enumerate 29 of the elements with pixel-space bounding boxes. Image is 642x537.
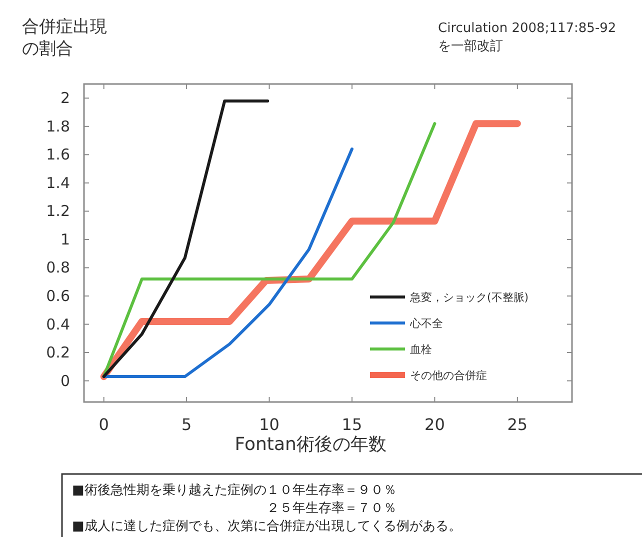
x-tick-label: 5: [181, 415, 192, 434]
x-tick-label: 0: [98, 415, 109, 434]
y-tick-label: 1.8: [46, 117, 70, 136]
y-tick-label: 1.2: [46, 202, 70, 220]
text: Circulation 2008;117:85-92 を一部改訂: [438, 21, 616, 54]
y-tick-label: 1: [60, 230, 70, 248]
text: ■成人に達した症例でも、次第に合併症が出現してくる例がある。: [72, 519, 462, 534]
x-tick-label: 10: [259, 415, 280, 434]
x-axis-title: Fontan術後の年数: [234, 434, 386, 455]
y-tick-label: 1.6: [46, 146, 70, 164]
legend-label: その他の合併症: [410, 369, 487, 382]
y-tick-label: 2: [60, 89, 70, 108]
x-tick-label: 25: [507, 415, 528, 434]
x-tick-label: 20: [424, 415, 445, 434]
legend-label: 急変，ショック(不整脈): [409, 291, 529, 304]
y-tick-label: 0.8: [46, 258, 70, 277]
y-tick-label: 0.4: [46, 315, 70, 334]
y-tick-label: 0.2: [46, 344, 70, 362]
text: ２５年生存率＝７０％: [266, 500, 396, 516]
x-tick-label: 15: [342, 415, 362, 434]
y-tick-label: 1.4: [46, 174, 70, 192]
line-series: [102, 99, 270, 378]
y-tick-label: 0: [60, 372, 70, 390]
y-axis-title: 合併症出現の割合: [22, 17, 107, 59]
y-tick-label: 0.6: [46, 287, 70, 305]
line-series: [102, 148, 354, 378]
legend-label: 心不全: [409, 317, 443, 330]
text: ■術後急性期を乗り越えた症例の１０年生存率＝９０％: [72, 482, 396, 498]
legend-label: 血栓: [410, 343, 432, 356]
